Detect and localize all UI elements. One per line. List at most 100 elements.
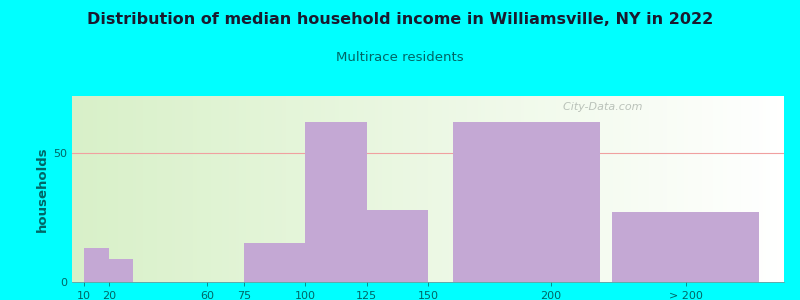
Bar bbox=[777, 96, 781, 282]
Bar bbox=[310, 96, 314, 282]
Bar bbox=[104, 96, 107, 282]
Text: City-Data.com: City-Data.com bbox=[556, 102, 642, 112]
Bar bbox=[296, 96, 300, 282]
Bar bbox=[293, 96, 296, 282]
Bar bbox=[759, 96, 762, 282]
Bar bbox=[143, 96, 146, 282]
Bar bbox=[663, 96, 666, 282]
Bar bbox=[670, 96, 674, 282]
Bar bbox=[261, 96, 264, 282]
Bar bbox=[485, 96, 489, 282]
Bar bbox=[175, 96, 179, 282]
Bar bbox=[214, 96, 218, 282]
Bar bbox=[706, 96, 710, 282]
Bar bbox=[684, 96, 688, 282]
Bar bbox=[734, 96, 738, 282]
Bar bbox=[698, 96, 702, 282]
Bar bbox=[613, 96, 617, 282]
Bar bbox=[72, 96, 75, 282]
Bar bbox=[713, 96, 716, 282]
Bar bbox=[367, 96, 371, 282]
Bar bbox=[645, 96, 649, 282]
Bar bbox=[154, 96, 158, 282]
Bar bbox=[378, 96, 382, 282]
Bar bbox=[538, 96, 542, 282]
Bar bbox=[450, 96, 453, 282]
Bar bbox=[553, 96, 556, 282]
Bar bbox=[442, 96, 446, 282]
Y-axis label: households: households bbox=[36, 146, 49, 232]
Bar bbox=[107, 96, 111, 282]
Bar bbox=[610, 96, 613, 282]
Bar bbox=[364, 96, 367, 282]
Bar bbox=[546, 96, 549, 282]
Bar bbox=[244, 243, 306, 282]
Bar bbox=[478, 96, 482, 282]
Bar bbox=[781, 96, 784, 282]
Bar bbox=[360, 96, 364, 282]
Bar bbox=[197, 96, 200, 282]
Bar bbox=[563, 96, 567, 282]
Bar bbox=[229, 96, 232, 282]
Bar bbox=[612, 212, 759, 282]
Bar bbox=[271, 96, 275, 282]
Bar bbox=[236, 96, 239, 282]
Bar bbox=[474, 96, 478, 282]
Bar bbox=[606, 96, 610, 282]
Bar bbox=[386, 96, 389, 282]
Bar bbox=[282, 96, 286, 282]
Bar bbox=[666, 96, 670, 282]
Bar bbox=[307, 96, 310, 282]
Bar bbox=[200, 96, 204, 282]
Bar bbox=[111, 96, 114, 282]
Bar bbox=[649, 96, 652, 282]
Bar bbox=[278, 96, 282, 282]
Bar bbox=[624, 96, 627, 282]
Bar bbox=[225, 96, 229, 282]
Bar bbox=[354, 96, 357, 282]
Bar bbox=[770, 96, 774, 282]
Bar bbox=[318, 96, 321, 282]
Bar bbox=[257, 96, 261, 282]
Bar bbox=[140, 96, 143, 282]
Bar bbox=[489, 96, 492, 282]
Bar bbox=[446, 96, 450, 282]
Bar bbox=[602, 96, 606, 282]
Bar bbox=[556, 96, 560, 282]
Bar bbox=[745, 96, 749, 282]
Bar bbox=[638, 96, 642, 282]
Bar bbox=[620, 96, 624, 282]
Bar bbox=[567, 96, 570, 282]
Bar bbox=[250, 96, 254, 282]
Bar bbox=[82, 96, 86, 282]
Bar bbox=[460, 96, 464, 282]
Bar bbox=[570, 96, 574, 282]
Bar bbox=[514, 96, 517, 282]
Bar bbox=[161, 96, 165, 282]
Bar bbox=[517, 96, 521, 282]
Bar bbox=[534, 96, 538, 282]
Bar bbox=[578, 96, 581, 282]
Bar bbox=[774, 96, 777, 282]
Bar bbox=[306, 122, 366, 282]
Bar bbox=[574, 96, 578, 282]
Bar bbox=[652, 96, 656, 282]
Bar bbox=[716, 96, 720, 282]
Bar bbox=[314, 96, 318, 282]
Bar bbox=[243, 96, 246, 282]
Bar bbox=[350, 96, 354, 282]
Bar bbox=[118, 96, 122, 282]
Bar bbox=[499, 96, 502, 282]
Bar bbox=[79, 96, 82, 282]
Bar bbox=[464, 96, 467, 282]
Bar bbox=[393, 96, 396, 282]
Bar bbox=[94, 96, 97, 282]
Bar bbox=[264, 96, 268, 282]
Bar bbox=[84, 248, 109, 282]
Bar bbox=[346, 96, 350, 282]
Bar bbox=[211, 96, 214, 282]
Bar bbox=[222, 96, 225, 282]
Bar bbox=[158, 96, 161, 282]
Bar bbox=[482, 96, 485, 282]
Bar bbox=[406, 96, 410, 282]
